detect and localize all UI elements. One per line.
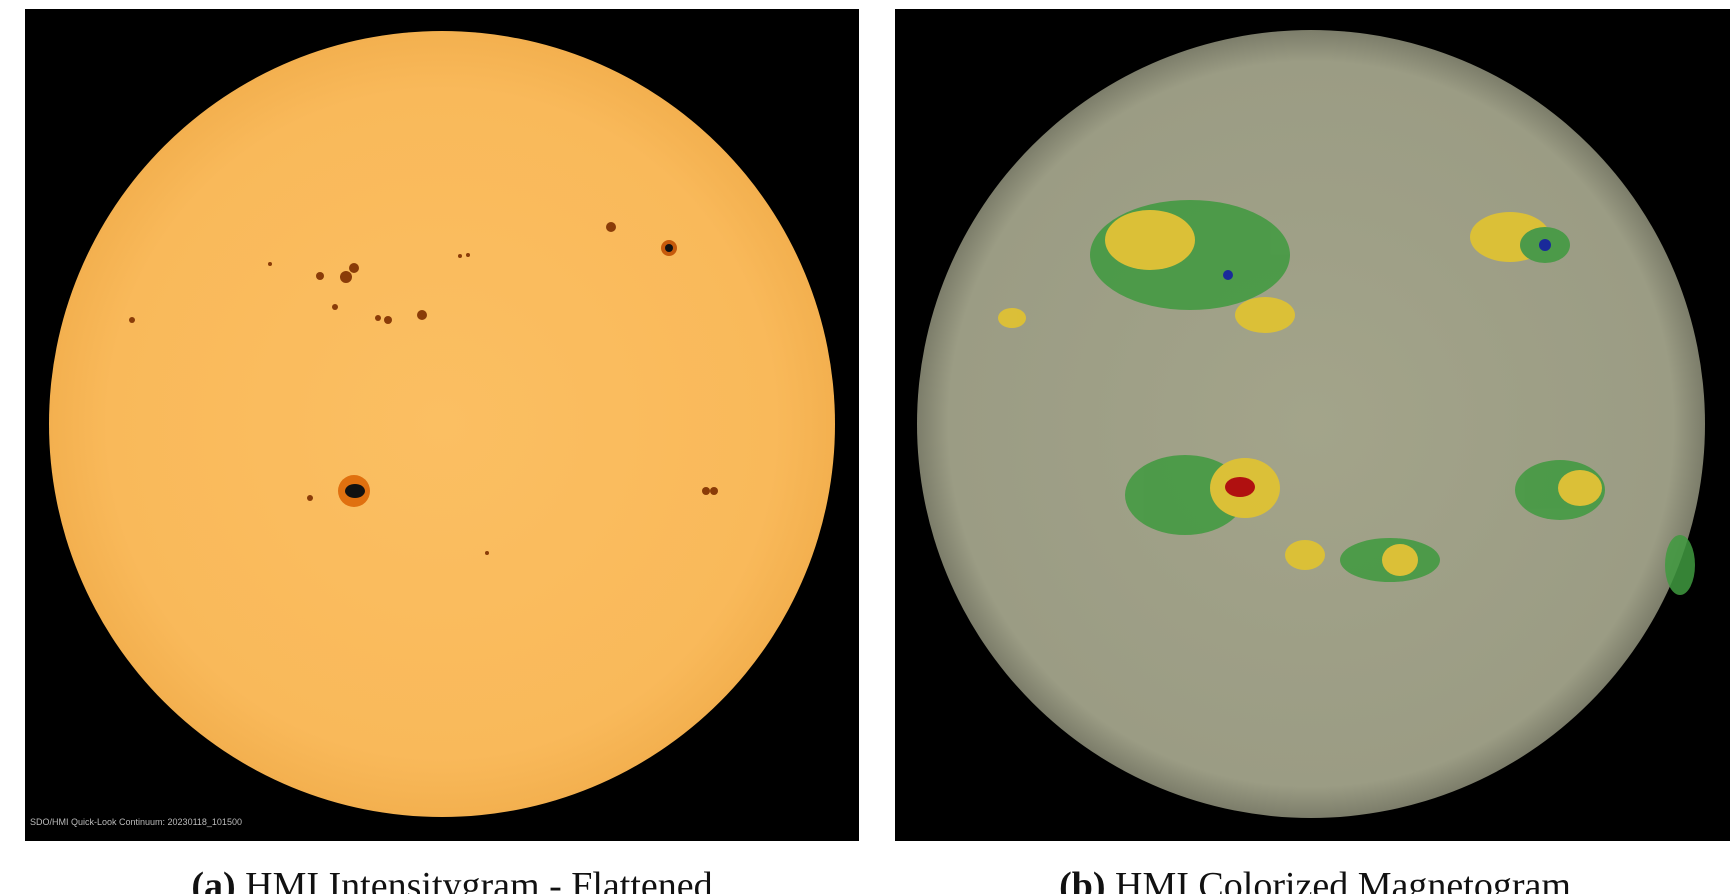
magnetic-regions xyxy=(998,200,1695,595)
positive-core xyxy=(1225,477,1255,497)
sunspots xyxy=(129,222,718,555)
overlay-text: SDO/HMI Quick-Look Continuum: 20230118_1… xyxy=(30,817,242,827)
caption-text: HMI Intensitygram - Flattened xyxy=(245,865,713,894)
caption-label: (a) xyxy=(191,865,235,894)
caption-a: (a) HMI Intensitygram - Flattened xyxy=(191,865,712,894)
panel-b xyxy=(895,9,1730,841)
sun-disk xyxy=(917,30,1705,818)
negative-core xyxy=(1223,270,1233,280)
caption-b: (b) HMI Colorized Magnetogram xyxy=(1059,865,1571,894)
caption-text: HMI Colorized Magnetogram xyxy=(1115,865,1571,894)
caption-label: (b) xyxy=(1059,865,1105,894)
panel-a: SDO/HMI Quick-Look Continuum: 20230118_1… xyxy=(25,9,859,841)
negative-core xyxy=(1539,239,1551,251)
sun-disk xyxy=(49,31,835,817)
